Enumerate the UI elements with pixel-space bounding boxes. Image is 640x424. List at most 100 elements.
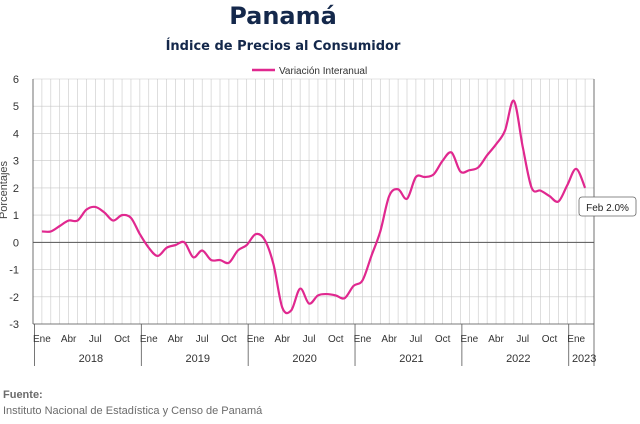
data-point: [50, 230, 52, 232]
data-point: [103, 211, 105, 213]
data-point: [299, 287, 301, 289]
data-point: [76, 219, 78, 221]
data-point: [584, 187, 586, 189]
data-point: [504, 130, 506, 132]
line-chart: -3 -2 -1 0 1 2 3 4 5 6 Ene Abr Jul Oct Ene Abr Jul Oct Ene…: [0, 66, 637, 366]
data-point: [468, 169, 470, 171]
data-point: [148, 247, 150, 249]
chart-subtitle: Índice de Precios al Consumidor: [165, 39, 401, 54]
annotation-callout: Feb 2.0%: [578, 196, 637, 217]
data-point: [67, 219, 69, 221]
x-tick-label: Oct: [542, 334, 558, 345]
y-tick-label: 6: [13, 74, 19, 86]
chart-legend: Variación Interanual: [252, 66, 367, 77]
data-point: [317, 294, 319, 296]
y-tick-label: 0: [13, 237, 19, 249]
x-tick-label: Jul: [196, 334, 209, 345]
legend-label: Variación Interanual: [279, 66, 367, 77]
x-year-label: 2018: [79, 353, 103, 365]
x-tick-label: Ene: [140, 334, 158, 345]
data-point: [254, 233, 256, 235]
data-point: [415, 176, 417, 178]
x-tick-label: Ene: [33, 334, 51, 345]
data-point: [219, 259, 221, 261]
x-year-label: 2023: [572, 353, 596, 365]
chart-ticks: -3 -2 -1 0 1 2 3 4 5 6 Ene Abr Jul Oct Ene Abr Jul Oct Ene…: [9, 74, 596, 365]
data-point: [397, 188, 399, 190]
data-point: [246, 244, 248, 246]
data-point: [522, 146, 524, 148]
x-tick-label: Ene: [354, 334, 372, 345]
data-point: [210, 259, 212, 261]
data-point: [548, 195, 550, 197]
data-point: [530, 187, 532, 189]
data-point: [201, 249, 203, 251]
y-tick-label: 2: [13, 183, 19, 195]
data-point: [326, 293, 328, 295]
x-tick-label: Jul: [89, 334, 102, 345]
data-point: [557, 200, 559, 202]
y-tick-label: -1: [9, 265, 19, 277]
y-tick-label: 1: [13, 210, 19, 222]
x-year-label: 2022: [506, 353, 530, 365]
data-point: [335, 294, 337, 296]
x-tick-label: Abr: [381, 334, 397, 345]
data-point: [486, 154, 488, 156]
data-point: [450, 151, 452, 153]
y-tick-label: 5: [13, 101, 19, 113]
data-point: [477, 166, 479, 168]
data-point: [59, 225, 61, 227]
data-point: [352, 285, 354, 287]
data-point: [406, 198, 408, 200]
x-tick-label: Abr: [488, 334, 504, 345]
x-tick-label: Jul: [516, 334, 529, 345]
data-point: [85, 208, 87, 210]
y-tick-label: -3: [9, 319, 19, 331]
annotation-text: Feb 2.0%: [586, 203, 629, 214]
chart-axes: [32, 79, 595, 366]
data-point: [165, 247, 167, 249]
data-point: [388, 195, 390, 197]
data-point: [566, 184, 568, 186]
x-tick-label: Jul: [303, 334, 316, 345]
data-point: [308, 302, 310, 304]
x-tick-label: Jul: [410, 334, 423, 345]
annotation-box: [578, 196, 637, 217]
data-point: [290, 309, 292, 311]
data-point: [539, 189, 541, 191]
data-point: [139, 233, 141, 235]
x-year-label: 2020: [292, 353, 316, 365]
x-tick-label: Ene: [460, 334, 478, 345]
data-point: [130, 217, 132, 219]
x-tick-label: Oct: [221, 334, 237, 345]
data-point: [237, 249, 239, 251]
data-point: [379, 230, 381, 232]
chart-series: [41, 99, 587, 315]
data-point: [370, 255, 372, 257]
data-point: [513, 100, 515, 102]
data-point: [156, 255, 158, 257]
data-point: [183, 241, 185, 243]
x-tick-label: Abr: [61, 334, 77, 345]
chart-grid: [32, 78, 595, 325]
data-point: [112, 219, 114, 221]
x-tick-label: Ene: [567, 334, 585, 345]
x-tick-label: Oct: [114, 334, 130, 345]
x-tick-label: Abr: [275, 334, 291, 345]
y-tick-label: -2: [9, 292, 19, 304]
x-tick-label: Oct: [435, 334, 451, 345]
data-point: [433, 173, 435, 175]
data-point: [343, 297, 345, 299]
data-point: [575, 168, 577, 170]
data-point: [228, 262, 230, 264]
data-point: [41, 230, 43, 232]
data-point: [174, 244, 176, 246]
data-point: [424, 176, 426, 178]
data-point: [263, 238, 265, 240]
x-tick-label: Ene: [247, 334, 265, 345]
data-point: [495, 143, 497, 145]
source-text: Instituto Nacional de Estadística y Cens…: [3, 405, 263, 417]
x-year-label: 2019: [185, 353, 209, 365]
page-title: Panamá: [229, 2, 337, 30]
x-tick-label: Abr: [168, 334, 184, 345]
